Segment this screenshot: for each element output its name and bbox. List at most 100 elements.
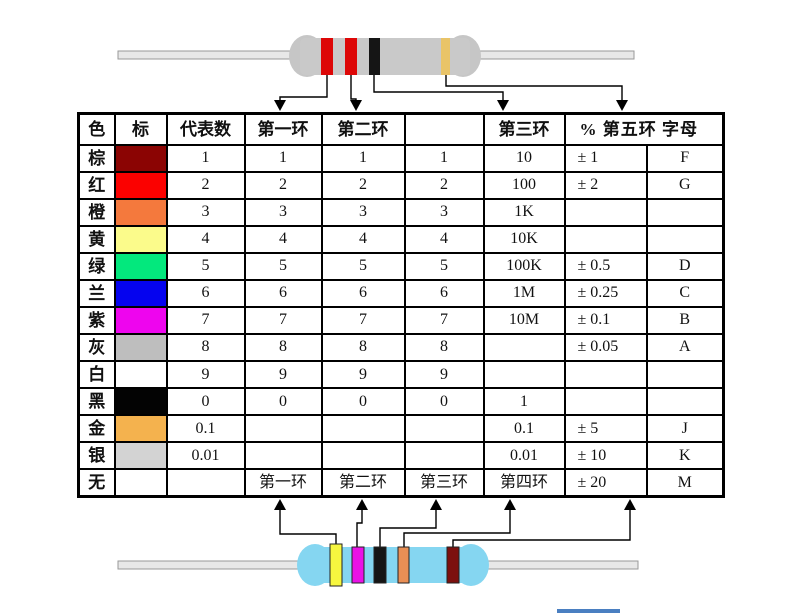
value-cell-digit: 2 xyxy=(165,170,246,200)
value-cell-ring3: 7 xyxy=(403,305,485,335)
value-cell-ring1: 7 xyxy=(243,305,323,335)
arrowhead-up-icon xyxy=(356,499,368,510)
value-cell-ring1 xyxy=(243,441,323,471)
value-cell-digit: 0.01 xyxy=(165,441,246,471)
value-cell-digit: 7 xyxy=(165,305,246,335)
value-cell-digit: 0 xyxy=(165,387,246,417)
value-cell-digit: 3 xyxy=(165,197,246,227)
value-cell-tolerance: ± 0.05 xyxy=(563,332,648,363)
color-code-table: 色 标 代表数 第一环 第二环 第三环 % 第五环 字母 棕 1 1 1 1 1… xyxy=(77,112,725,498)
header-ring1: 第一环 xyxy=(243,112,323,146)
connector-line xyxy=(445,75,623,102)
value-cell-ring2: 5 xyxy=(320,251,406,281)
value-cell-letter xyxy=(645,387,725,417)
table-row: 金 0.1 0.1 ± 5 J xyxy=(77,414,725,444)
value-cell-ring1: 5 xyxy=(243,251,323,281)
color-name-cell: 白 xyxy=(77,359,116,390)
value-cell-ring2 xyxy=(320,441,406,471)
color-swatch-cell xyxy=(113,170,168,200)
value-cell-multiplier: 第四环 xyxy=(482,468,566,498)
color-swatch-cell xyxy=(113,305,168,335)
value-cell-ring2 xyxy=(320,414,406,444)
table-row: 白 9 9 9 9 xyxy=(77,359,725,390)
value-cell-multiplier: 10M xyxy=(482,305,566,335)
table-row: 无 第一环 第二环 第三环 第四环 ± 20 M xyxy=(77,468,725,498)
color-swatch-cell xyxy=(113,143,168,173)
bottom-resistor-figure xyxy=(117,499,639,613)
band-orange xyxy=(397,546,410,584)
band-gold xyxy=(441,38,450,75)
color-swatch-cell xyxy=(113,414,168,444)
header-ring2: 第二环 xyxy=(320,112,406,146)
resistor-body xyxy=(300,38,470,75)
value-cell-ring1: 0 xyxy=(243,387,323,417)
color-swatch-cell xyxy=(113,224,168,254)
value-cell-letter: F xyxy=(645,143,725,173)
value-cell-ring1: 8 xyxy=(243,332,323,363)
value-cell-multiplier: 1 xyxy=(482,387,566,417)
color-swatch-cell xyxy=(113,197,168,227)
value-cell-ring3: 6 xyxy=(403,278,485,308)
arrowheads-up xyxy=(274,499,636,510)
value-cell-tolerance: ± 1 xyxy=(563,143,648,173)
table-row: 银 0.01 0.01 ± 10 K xyxy=(77,441,725,471)
value-cell-letter: K xyxy=(645,441,725,471)
value-cell-tolerance: ± 5 xyxy=(563,414,648,444)
table-row: 黄 4 4 4 4 10K xyxy=(77,224,725,254)
color-name-cell: 紫 xyxy=(77,305,116,335)
value-cell-ring3: 4 xyxy=(403,224,485,254)
value-cell-tolerance: ± 20 xyxy=(563,468,648,498)
value-cell-tolerance xyxy=(563,387,648,417)
value-cell-letter xyxy=(645,197,725,227)
resistor-lead-right xyxy=(483,560,639,570)
value-cell-ring2: 8 xyxy=(320,332,406,363)
table-row: 兰 6 6 6 6 1M ± 0.25 C xyxy=(77,278,725,308)
header-value: 代表数 xyxy=(165,112,246,146)
value-cell-ring2: 4 xyxy=(320,224,406,254)
connector-line xyxy=(452,508,631,548)
color-name-cell: 金 xyxy=(77,414,116,444)
band-black xyxy=(369,38,380,75)
connector-line xyxy=(379,508,437,548)
value-cell-ring1: 3 xyxy=(243,197,323,227)
value-cell-ring2: 3 xyxy=(320,197,406,227)
color-table-body: 棕 1 1 1 1 10 ± 1 F 红 2 2 2 2 100 ± 2 G 橙… xyxy=(77,143,725,498)
color-name-cell: 黑 xyxy=(77,387,116,417)
value-cell-tolerance: ± 0.5 xyxy=(563,251,648,281)
connector-line xyxy=(279,75,328,102)
color-swatch-cell xyxy=(113,359,168,390)
value-cell-ring2: 9 xyxy=(320,359,406,390)
value-cell-ring1: 2 xyxy=(243,170,323,200)
value-cell-ring2: 第二环 xyxy=(320,468,406,498)
value-cell-tolerance xyxy=(563,197,648,227)
value-cell-digit: 1 xyxy=(165,143,246,173)
value-cell-multiplier: 1M xyxy=(482,278,566,308)
color-swatch-cell xyxy=(113,278,168,308)
value-cell-tolerance: ± 0.1 xyxy=(563,305,648,335)
header-color: 色 xyxy=(77,112,116,146)
value-cell-digit: 6 xyxy=(165,278,246,308)
connector-line xyxy=(279,508,337,546)
value-cell-ring3: 0 xyxy=(403,387,485,417)
arrowhead-down-icon xyxy=(350,100,362,111)
blue-bar xyxy=(557,609,620,613)
color-name-cell: 兰 xyxy=(77,278,116,308)
value-cell-digit: 8 xyxy=(165,332,246,363)
value-cell-multiplier xyxy=(482,332,566,363)
color-swatch-cell xyxy=(113,441,168,471)
value-cell-ring3 xyxy=(403,441,485,471)
color-name-cell: 银 xyxy=(77,441,116,471)
value-cell-multiplier: 100K xyxy=(482,251,566,281)
header-row: 色 标 代表数 第一环 第二环 第三环 % 第五环 字母 xyxy=(77,112,725,146)
connector-line xyxy=(350,75,357,102)
color-swatch-cell xyxy=(113,387,168,417)
value-cell-ring1 xyxy=(243,414,323,444)
band-dark-red xyxy=(446,546,460,584)
value-cell-multiplier xyxy=(482,359,566,390)
header-blank xyxy=(403,112,485,146)
value-cell-multiplier: 10 xyxy=(482,143,566,173)
value-cell-multiplier: 10K xyxy=(482,224,566,254)
header-ring3: 第三环 xyxy=(482,112,566,146)
value-cell-ring1: 9 xyxy=(243,359,323,390)
value-cell-digit: 9 xyxy=(165,359,246,390)
